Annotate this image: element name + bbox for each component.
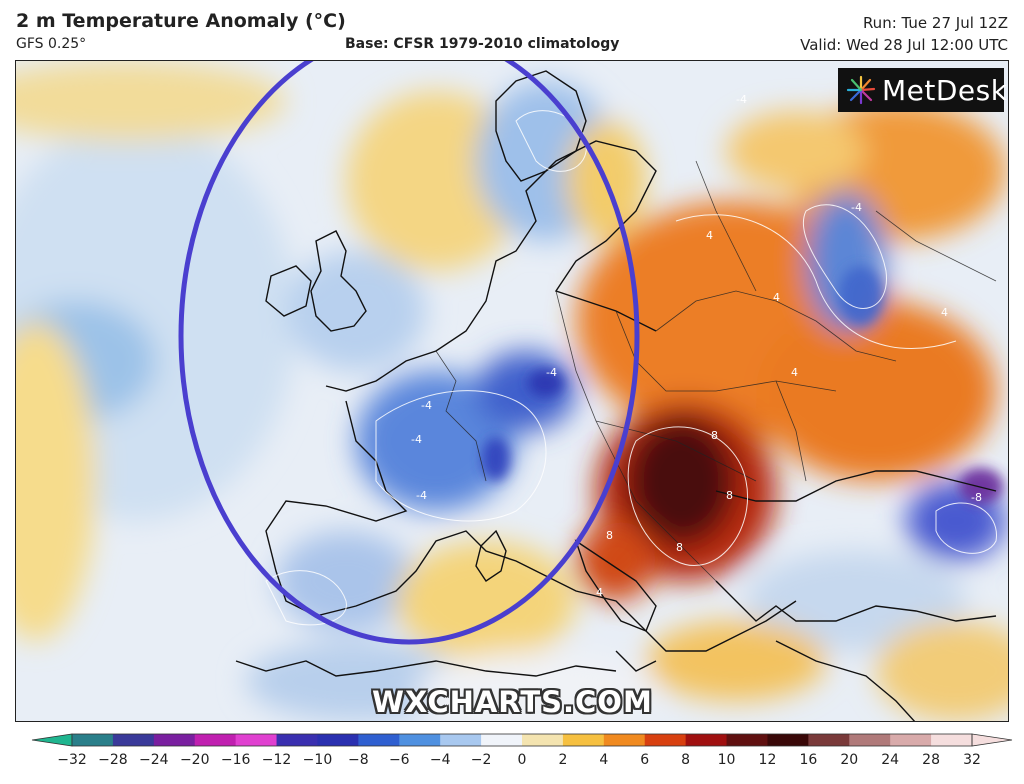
- contour-label: 4: [941, 306, 948, 319]
- run-label: Run: Tue 27 Jul 12Z: [862, 14, 1008, 32]
- model-label: GFS 0.25°: [16, 36, 87, 52]
- contour-label: -4: [416, 489, 427, 502]
- contour-label: -8: [971, 491, 982, 504]
- colorbar-tick-label: 4: [599, 752, 609, 768]
- colorbar-segment: [399, 734, 441, 746]
- contour-label: 8: [726, 489, 733, 502]
- colorbar-segment: [194, 734, 237, 746]
- colorbar-tick-label: 16: [799, 752, 818, 768]
- contour-label: -4: [411, 433, 422, 446]
- contour-label: 4: [596, 586, 603, 599]
- temperature-anomaly-map: -4 -4 -4 -4 -4 4 4 4 4 8 8 8 -8 8 4 -4: [15, 60, 1009, 722]
- contour-label: 8: [711, 429, 718, 442]
- colorbar-segment: [931, 734, 973, 746]
- colorbar-tick-label: −10: [302, 752, 333, 768]
- colorbar-tick-label: 20: [840, 752, 859, 768]
- contour-label: 4: [791, 366, 798, 379]
- colorbar-max-arrow: [971, 733, 1013, 747]
- contour-label: 4: [773, 291, 780, 304]
- colorbar-tick-label: 0: [517, 752, 527, 768]
- colorbar-tick-label: 8: [681, 752, 691, 768]
- colorbar-outline: [71, 733, 973, 747]
- colorbar-tick-label: −12: [261, 752, 292, 768]
- colorbar-segment: [72, 734, 114, 746]
- colorbar-tick-label: −16: [220, 752, 251, 768]
- colorbar-segment: [235, 734, 278, 746]
- metdesk-logo: MetDesk: [838, 68, 1008, 112]
- colorbar-segment: [317, 734, 359, 746]
- climatology-label: Base: CFSR 1979-2010 climatology: [345, 36, 620, 52]
- contour-label: -4: [546, 366, 557, 379]
- colorbar-segment: [685, 734, 728, 746]
- colorbar-segment: [481, 734, 523, 746]
- colorbar-segment: [849, 734, 891, 746]
- colorbar-tick-label: 12: [758, 752, 777, 768]
- colorbar-tick-label: 6: [640, 752, 650, 768]
- colorbar-segment: [440, 734, 482, 746]
- colorbar-tick-label: −28: [98, 752, 128, 768]
- colorbar-segment: [890, 734, 932, 746]
- colorbar-segment: [153, 734, 196, 746]
- colorbar-segment: [562, 734, 605, 746]
- colorbar-tick-label: −2: [470, 752, 492, 768]
- colorbar-tick-label: 32: [963, 752, 981, 768]
- colorbar-tick-label: 2: [558, 752, 568, 768]
- colorbar-segment: [112, 734, 155, 746]
- colorbar-segment: [808, 734, 850, 746]
- highlight-ellipse: [178, 61, 640, 645]
- wxcharts-watermark: WXCHARTS.COM: [372, 685, 653, 719]
- colorbar-tick-label: −20: [179, 752, 210, 768]
- contour-label: 8: [606, 529, 613, 542]
- colorbar-tick-label: −24: [139, 752, 169, 768]
- contour-label: -4: [736, 93, 747, 106]
- colorbar-segment: [767, 734, 809, 746]
- colorbar-segment: [644, 734, 687, 746]
- colorbar-segment: [276, 734, 318, 746]
- colorbar-tick-label: −8: [348, 752, 369, 768]
- contour-label: 8: [676, 541, 683, 554]
- colorbar-min-arrow: [31, 733, 73, 747]
- chart-header: 2 m Temperature Anomaly (°C) GFS 0.25° B…: [0, 0, 1024, 60]
- colorbar-tick-label: −6: [388, 752, 410, 768]
- colorbar-segment: [522, 734, 564, 746]
- colorbar-tick-label: 10: [717, 752, 736, 768]
- colorbar-segment: [603, 734, 646, 746]
- colorbar-tick-label: 24: [881, 752, 900, 768]
- chart-title: 2 m Temperature Anomaly (°C): [16, 10, 346, 32]
- valid-label: Valid: Wed 28 Jul 12:00 UTC: [800, 36, 1008, 54]
- colorbar-segment: [358, 734, 400, 746]
- colorbar: [0, 724, 1024, 784]
- colorbar-tick-label: −32: [57, 752, 87, 768]
- colorbar-tick-label: −4: [429, 752, 451, 768]
- metdesk-burst-icon: [846, 75, 876, 105]
- colorbar-segment: [726, 734, 768, 746]
- contour-label: -4: [851, 201, 862, 214]
- colorbar-scale: [31, 733, 1013, 747]
- brand-name: MetDesk: [882, 74, 1008, 107]
- contour-label: -4: [421, 399, 432, 412]
- colorbar-tick-label: 28: [922, 752, 940, 768]
- contour-label: 4: [706, 229, 713, 242]
